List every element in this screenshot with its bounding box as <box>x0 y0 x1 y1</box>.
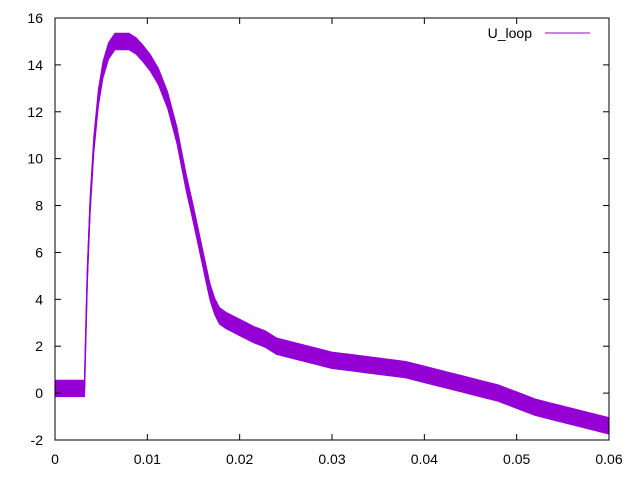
u-loop-point <box>135 45 138 47</box>
x-axis: 0 0.01 0.02 0.03 0.04 0.05 0.06 <box>51 18 623 467</box>
u-loop-point <box>234 324 236 326</box>
legend-label-u-loop: U_loop <box>488 25 533 41</box>
u-loop-point <box>176 134 178 136</box>
u-loop-point <box>571 415 573 418</box>
u-loop-point <box>157 75 160 78</box>
u-loop-point <box>213 305 216 308</box>
u-loop-point <box>141 52 144 54</box>
x-tick-label: 0.04 <box>411 451 438 467</box>
y-tick-label: 0 <box>35 385 43 401</box>
u-loop-point <box>405 368 407 371</box>
u-loop-point <box>312 354 315 357</box>
u-loop-point <box>84 345 87 348</box>
u-loop-point <box>97 96 100 99</box>
u-loop-point <box>386 366 389 369</box>
u-loop-point <box>442 378 444 380</box>
u-loop-band <box>54 32 610 435</box>
y-tick-label: 4 <box>35 291 43 307</box>
u-loop-point <box>114 40 116 43</box>
u-loop-point <box>349 361 352 364</box>
u-loop-point <box>225 319 227 322</box>
x-tick-label: 0.05 <box>503 451 530 467</box>
u-loop-point <box>275 345 278 348</box>
u-loop-point <box>185 181 187 183</box>
u-loop-point <box>243 329 246 331</box>
plot-frame <box>54 17 610 441</box>
u-loop-point <box>368 364 370 366</box>
y-tick-label: 14 <box>27 57 43 73</box>
y-axis: -2 0 2 4 6 8 10 12 14 16 <box>27 10 609 448</box>
u-loop-point <box>166 99 169 101</box>
x-tick-label: 0.06 <box>595 451 622 467</box>
u-loop-point <box>120 40 123 43</box>
u-loop-point <box>423 373 426 376</box>
u-loop-point <box>497 392 500 394</box>
u-loop-point <box>252 333 255 336</box>
x-tick-label: 0.03 <box>318 451 345 467</box>
y-tick-label: 8 <box>35 198 43 214</box>
u-loop-point <box>102 68 104 71</box>
y-tick-label: 6 <box>35 244 43 260</box>
u-loop-point <box>534 406 536 409</box>
y-tick-label: 12 <box>27 104 43 120</box>
u-loop-point <box>204 270 207 273</box>
x-tick-label: 0.02 <box>226 451 253 467</box>
u-loop-point <box>209 291 211 294</box>
u-loop-point <box>589 420 592 423</box>
u-loop-point <box>552 411 555 413</box>
series-line-layer <box>54 40 610 427</box>
y-tick-label: 16 <box>27 10 43 26</box>
u-loop-point <box>331 359 333 362</box>
u-loop-point <box>199 244 201 247</box>
u-loop-point <box>107 50 110 52</box>
u-loop-point <box>93 143 95 146</box>
u-loop-point <box>128 40 130 43</box>
u-loop-point <box>89 204 91 207</box>
x-tick-label: 0.01 <box>134 451 161 467</box>
u-loop-point <box>192 214 195 216</box>
y-tick-label: 2 <box>35 338 43 354</box>
series-noise-band <box>54 32 610 435</box>
legend: U_loop <box>488 25 590 41</box>
u-loop-point <box>149 61 151 64</box>
u-loop-point <box>86 275 89 277</box>
u-loop-point <box>515 399 518 401</box>
u-loop-point <box>294 350 296 352</box>
u-loop-point <box>218 314 221 317</box>
y-tick-label: -2 <box>31 432 44 448</box>
y-tick-label: 10 <box>27 151 43 167</box>
u-loop-point <box>83 387 86 390</box>
u-loop-point <box>460 382 463 385</box>
u-loop-point <box>264 338 267 341</box>
u-loop-point <box>478 387 481 390</box>
x-tick-label: 0 <box>51 451 59 467</box>
